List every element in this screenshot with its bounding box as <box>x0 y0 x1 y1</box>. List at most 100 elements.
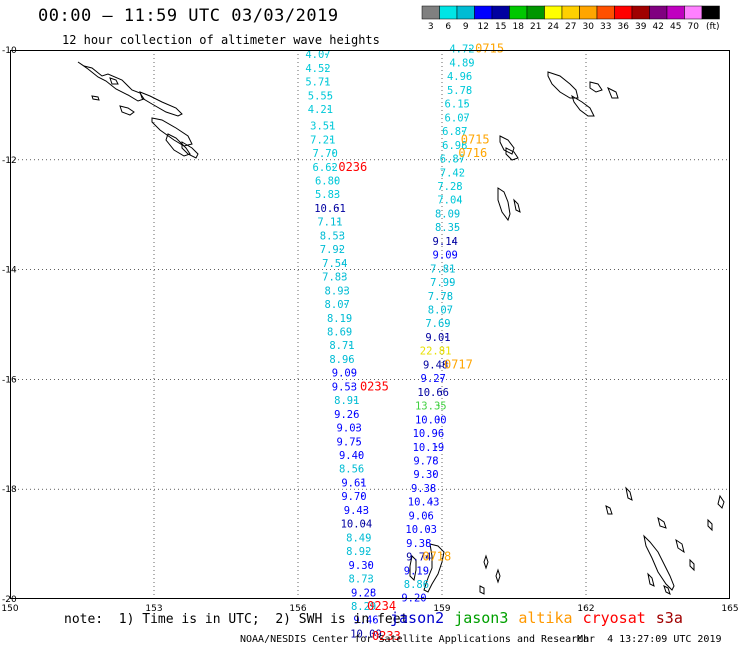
swh-value-label: 9.46 <box>353 615 378 627</box>
footer-note: note: 1) Time is in UTC; 2) SWH is in fe… <box>64 612 409 627</box>
swh-value-label: 9.38 <box>411 483 436 495</box>
page-title: 00:00 – 11:59 UTC 03/03/2019 <box>38 6 339 26</box>
color-scale-tick: 39 <box>635 22 647 32</box>
coastline-vanuatu-3 <box>589 81 603 93</box>
track-point <box>337 207 339 209</box>
color-scale-tick: 12 <box>478 22 489 32</box>
track-point <box>361 495 363 498</box>
swh-value-label: 5.83 <box>315 189 340 201</box>
track-point <box>351 371 354 374</box>
pass-time-tag: 0718 <box>422 550 451 564</box>
swh-value-label: 10.04 <box>341 519 373 531</box>
y-tick-label: -16 <box>2 375 17 385</box>
track-point <box>433 459 435 462</box>
swh-value-label: 10.09 <box>350 628 382 640</box>
swh-value-label: 9.28 <box>351 587 376 599</box>
coastline-chesterfield-1 <box>423 543 445 593</box>
pass-time-tag: 0236 <box>338 160 367 174</box>
track-point <box>327 94 330 97</box>
track-point <box>447 308 450 311</box>
y-tick-label: -20 <box>2 595 17 605</box>
track-point <box>334 193 337 196</box>
coastline-island-6 <box>109 77 119 85</box>
swh-value-label: 7.83 <box>322 272 347 284</box>
swh-value-label: 7.69 <box>425 318 450 330</box>
track-point <box>327 108 330 111</box>
coastline-isle-5 <box>647 572 655 587</box>
swh-value-label: 9.53 <box>332 381 357 393</box>
track-point <box>365 550 368 552</box>
coastline-vanuatu-8 <box>513 198 521 213</box>
track-point <box>332 165 335 168</box>
track-point <box>437 418 440 421</box>
color-scale-tick: 21 <box>530 22 541 32</box>
track-point <box>349 358 351 360</box>
swh-value-label: 4.96 <box>447 71 472 83</box>
swh-value-label: 8.49 <box>346 532 371 544</box>
swh-value-label: 4.52 <box>305 63 330 75</box>
coastline-chesterfield-4 <box>495 568 501 584</box>
swh-value-label: 10.00 <box>415 414 447 426</box>
swh-value-label: 9.75 <box>337 436 362 448</box>
track-point <box>346 316 349 319</box>
track-point <box>442 363 445 366</box>
pass-time-tag: 0233 <box>372 629 401 643</box>
swh-value-label: 6.15 <box>445 99 470 111</box>
swh-value-label: 6.07 <box>445 112 470 124</box>
track-point <box>341 261 344 264</box>
generated-timestamp: Mar 4 13:27:09 UTC 2019 <box>577 634 722 645</box>
track-point <box>449 267 452 270</box>
swh-value-label: 4.72 <box>449 44 474 56</box>
track-point <box>341 275 344 278</box>
swh-value-label: 8.93 <box>325 285 350 297</box>
track-point <box>440 390 443 393</box>
track-point <box>423 569 426 572</box>
swh-value-label: 7.28 <box>437 181 462 193</box>
legend-jason2: jason2 <box>390 609 445 627</box>
track-point <box>356 426 359 429</box>
legend-cryosat: cryosat <box>582 609 646 627</box>
y-tick-label: -10 <box>2 46 17 56</box>
coastline-vanuatu-1 <box>547 71 579 99</box>
swh-value-label: 4.07 <box>305 49 330 61</box>
track-point <box>454 212 457 215</box>
track-point <box>457 185 459 187</box>
coastline-chesterfield-5 <box>479 585 485 595</box>
swh-value-label: 7.04 <box>437 195 462 207</box>
swh-value-label: 8.53 <box>320 230 345 242</box>
swh-value-label: 10.03 <box>405 524 437 536</box>
y-tick-label: -18 <box>2 485 17 495</box>
swh-value-label: 10.19 <box>413 442 445 454</box>
track-point <box>363 522 366 525</box>
swh-value-label: 9.74 <box>406 552 431 564</box>
track-point <box>464 116 467 119</box>
track-point <box>452 253 455 256</box>
track-point <box>445 322 447 325</box>
track-point <box>325 67 327 69</box>
coastline-loyalty-1 <box>657 516 667 529</box>
swh-value-label: 5.71 <box>305 77 330 89</box>
color-scale-tick: 45 <box>670 22 681 32</box>
color-scale-tick: 27 <box>565 22 576 32</box>
coastline-isle-2 <box>605 505 613 515</box>
swh-value-label: 9.09 <box>332 368 357 380</box>
coastline-vanuatu-5 <box>499 135 515 155</box>
track-point <box>423 583 426 585</box>
track-point <box>437 404 440 407</box>
swh-value-label: 9.38 <box>406 538 431 550</box>
swh-value-label: 6.80 <box>315 176 340 188</box>
swh-value-label: 8.91 <box>334 395 359 407</box>
track-point <box>445 336 447 338</box>
pass-time-tag: 0234 <box>367 599 396 613</box>
swh-value-label: 7.42 <box>440 167 465 179</box>
track-point <box>329 124 332 127</box>
color-scale-tick: 6 <box>445 22 451 32</box>
page-subtitle: 12 hour collection of altimeter wave hei… <box>62 33 380 47</box>
color-scale-tick: 18 <box>513 22 525 32</box>
credit-text: NOAA/NESDIS Center for Satellite Applica… <box>240 634 590 645</box>
y-tick-label: -12 <box>2 156 17 166</box>
coastline-vanuatu-7 <box>497 187 511 222</box>
track-point <box>452 239 455 242</box>
swh-value-label: 8.35 <box>435 222 460 234</box>
